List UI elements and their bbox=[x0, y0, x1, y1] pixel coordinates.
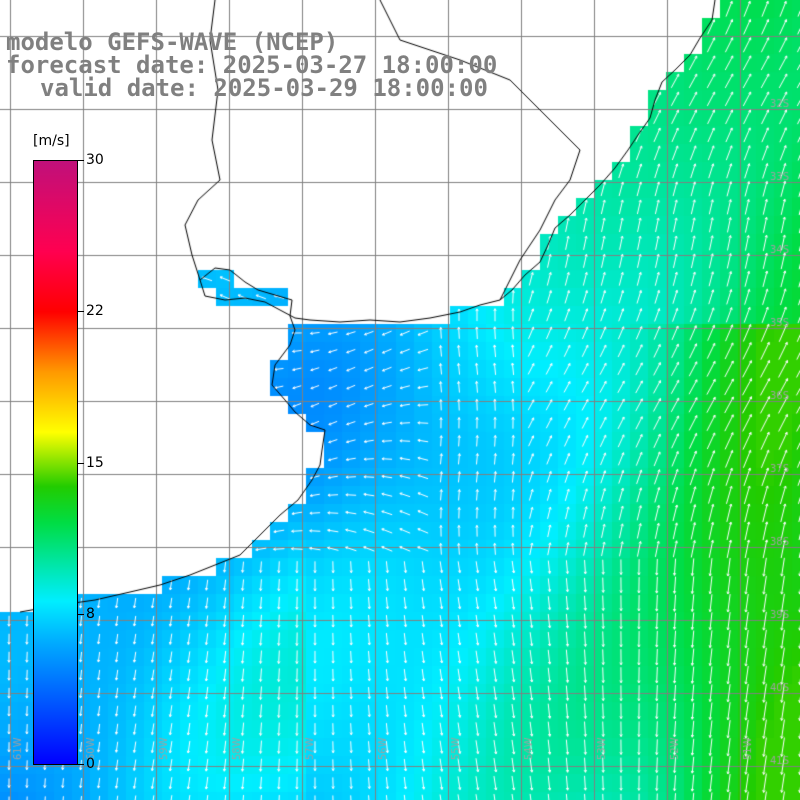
wind-field-map bbox=[0, 0, 800, 800]
